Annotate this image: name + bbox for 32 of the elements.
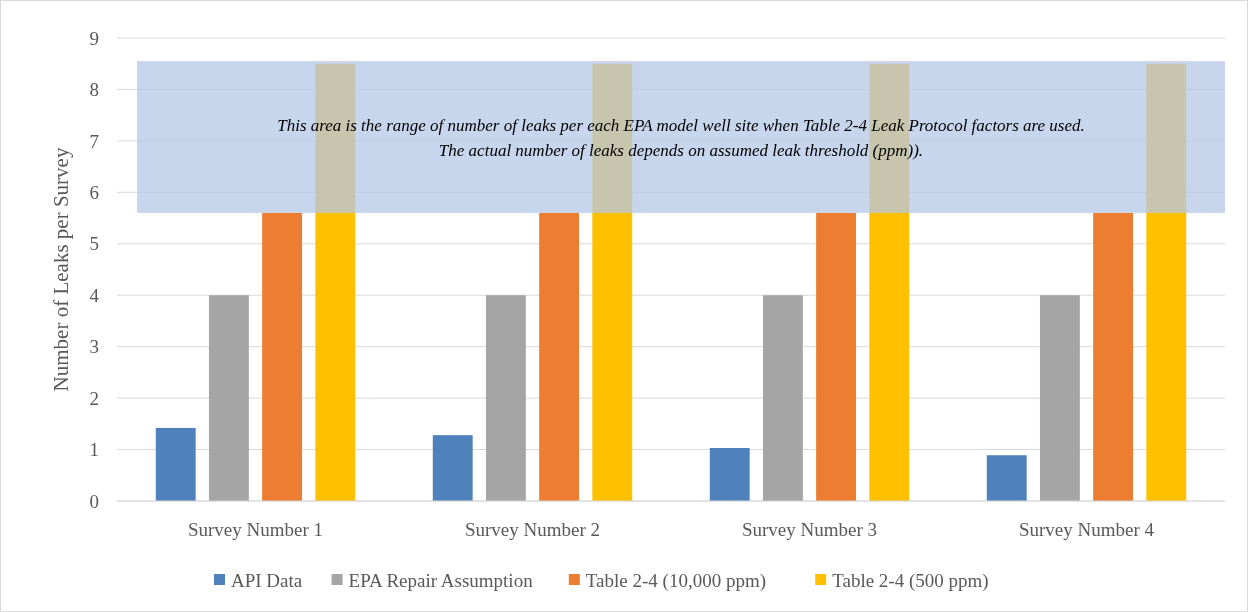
y-tick-label: 9 (89, 27, 99, 49)
bar (1039, 295, 1080, 501)
legend-label: Table 2-4 (500 ppm) (832, 569, 989, 592)
legend-label: API Data (231, 569, 303, 591)
bar (208, 295, 249, 501)
bar (485, 295, 526, 501)
x-tick-label: Survey Number 4 (1018, 519, 1155, 540)
bar (709, 448, 750, 501)
y-tick-label: 1 (89, 439, 99, 461)
bar (762, 295, 803, 501)
y-tick-label: 0 (89, 490, 99, 512)
bar (262, 212, 303, 501)
x-tick-label: Survey Number 2 (464, 519, 601, 540)
bar (1093, 212, 1134, 501)
bar (816, 212, 857, 501)
legend-label: Table 2-4 (10,000 ppm) (585, 569, 766, 592)
y-tick-label: 7 (89, 130, 99, 152)
y-tick-label: 4 (89, 284, 100, 306)
x-tick-label: Survey Number 3 (741, 519, 878, 540)
x-tick-label: Survey Number 1 (187, 519, 324, 540)
y-tick-label: 5 (89, 233, 99, 255)
y-tick-label: 2 (89, 387, 99, 409)
bar (155, 427, 196, 501)
bar (986, 455, 1027, 501)
y-axis-title: Number of Leaks per Survey (49, 147, 73, 392)
legend-label: EPA Repair Assumption (348, 569, 534, 591)
y-tick-label: 8 (89, 79, 99, 101)
y-tick-label: 3 (89, 336, 99, 358)
y-tick-label: 6 (89, 181, 99, 203)
bar (539, 212, 580, 501)
band-label: This area is the range of number of leaks per each EPA model well site when Table 2-4 Leak Protocol factors are used. The actual number of leaks depends on assumed leak threshold (ppm)). (277, 116, 1085, 161)
bar (432, 435, 473, 501)
